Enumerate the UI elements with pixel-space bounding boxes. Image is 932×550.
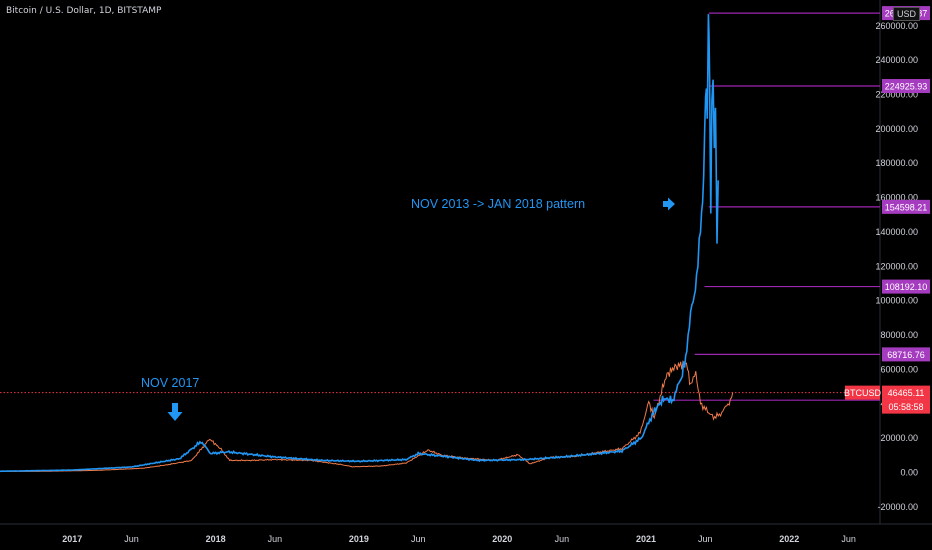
y-tick-label: 60000.00 <box>880 364 918 374</box>
y-tick-label: 220000.00 <box>875 89 918 99</box>
symbol-tag <box>845 385 880 400</box>
y-tick-label: 100000.00 <box>875 296 918 306</box>
y-tick-label: 160000.00 <box>875 193 918 203</box>
level-tag <box>882 279 930 294</box>
level-tag <box>882 199 930 214</box>
current-price-label: 46465.11 <box>888 388 925 398</box>
current-price-tag <box>882 385 930 400</box>
x-tick-label: 2019 <box>349 534 369 544</box>
y-tick-label: 240000.00 <box>875 55 918 65</box>
level-tag-label: 154598.21 <box>885 202 928 212</box>
x-tick-label: 2020 <box>492 534 512 544</box>
x-tick-label: 2021 <box>636 534 656 544</box>
x-tick-label: Jun <box>268 534 283 544</box>
y-tick-label: 20000.00 <box>880 433 918 443</box>
y-tick-label: 180000.00 <box>875 158 918 168</box>
level-tag-label: 224925.93 <box>885 82 928 92</box>
x-tick-label: 2018 <box>206 534 226 544</box>
y-tick-label: 80000.00 <box>880 330 918 340</box>
y-tick-label: 0.00 <box>900 467 918 477</box>
x-tick-label: Jun <box>555 534 570 544</box>
x-tick-label: Jun <box>841 534 856 544</box>
level-tag-label: 108192.10 <box>885 282 928 292</box>
pattern-annotation-label: NOV 2013 -> JAN 2018 pattern <box>411 197 585 211</box>
pattern-series-line <box>0 14 719 473</box>
x-tick-label: 2022 <box>779 534 799 544</box>
symbol-tag-label: BTCUSD <box>844 388 882 398</box>
level-tag-label: 68716.76 <box>887 350 925 360</box>
y-tick-label: -20000.00 <box>877 502 918 512</box>
nov-2017-label: NOV 2017 <box>141 376 199 390</box>
chart-title: Bitcoin / U.S. Dollar, 1D, BITSTAMP <box>6 6 162 16</box>
level-tag <box>882 347 930 362</box>
y-tick-label: 120000.00 <box>875 261 918 271</box>
y-tick-label: 260000.00 <box>875 21 918 31</box>
currency-button[interactable]: USD <box>892 7 920 21</box>
countdown-label: 05:58:58 <box>888 402 923 412</box>
y-tick-label: 200000.00 <box>875 124 918 134</box>
arrow-down-icon <box>167 403 183 421</box>
arrow-right-icon <box>663 197 675 211</box>
level-tag <box>882 79 930 94</box>
countdown-tag <box>882 399 930 414</box>
price-series-line <box>0 360 734 472</box>
x-tick-label: Jun <box>411 534 426 544</box>
x-tick-label: Jun <box>698 534 713 544</box>
x-tick-label: 2017 <box>62 534 82 544</box>
x-tick-label: Jun <box>124 534 139 544</box>
y-tick-label: 140000.00 <box>875 227 918 237</box>
